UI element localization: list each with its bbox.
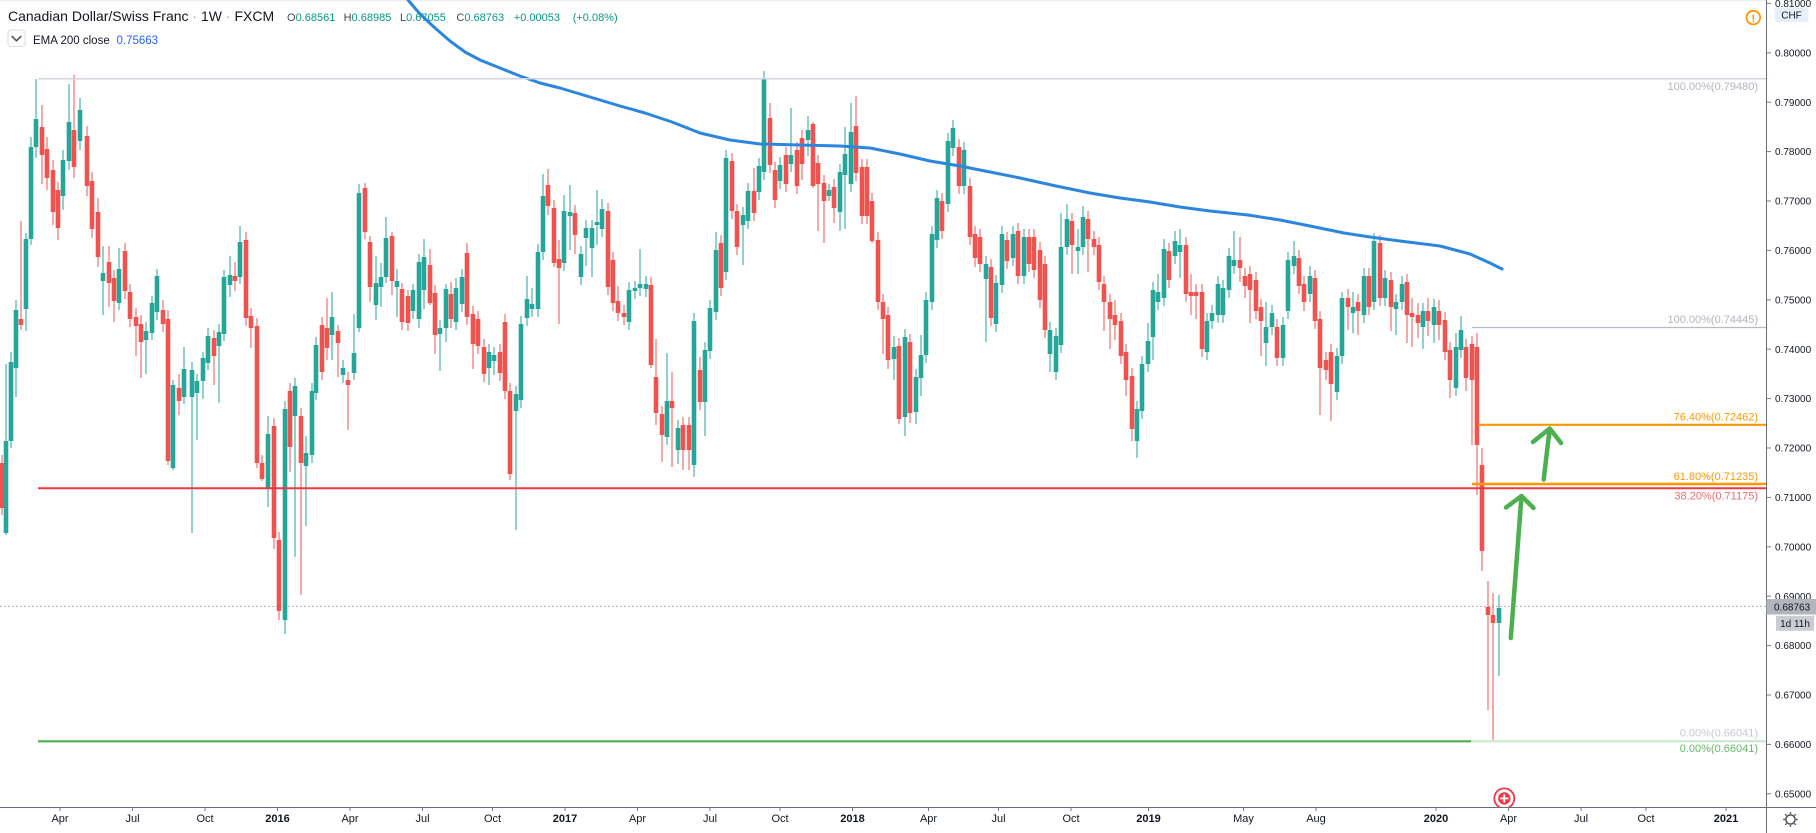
svg-text:0.74000: 0.74000	[1775, 345, 1812, 356]
svg-text:0.79000: 0.79000	[1775, 98, 1812, 109]
svg-text:2020: 2020	[1424, 813, 1448, 825]
svg-text:0.68000: 0.68000	[1775, 641, 1812, 652]
svg-text:0.75000: 0.75000	[1775, 295, 1812, 306]
svg-text:2019: 2019	[1136, 813, 1160, 825]
svg-text:Apr: Apr	[51, 813, 68, 825]
svg-text:0.68763: 0.68763	[1774, 603, 1811, 614]
svg-text:0.70000: 0.70000	[1775, 542, 1812, 553]
svg-text:2017: 2017	[553, 813, 577, 825]
svg-text:2016: 2016	[265, 813, 289, 825]
svg-text:Oct: Oct	[1637, 813, 1654, 825]
svg-text:0.76000: 0.76000	[1775, 246, 1812, 257]
svg-text:Jul: Jul	[125, 813, 139, 825]
svg-text:!: !	[1751, 13, 1755, 25]
svg-text:2018: 2018	[840, 813, 864, 825]
svg-text:Oct: Oct	[1062, 813, 1079, 825]
svg-text:0.75663: 0.75663	[117, 35, 159, 47]
svg-text:0.69000: 0.69000	[1775, 592, 1812, 603]
svg-text:Jul: Jul	[703, 813, 717, 825]
svg-text:Canadian Dollar/Swiss Franc ·: Canadian Dollar/Swiss Franc · 1W · FXCM	[8, 8, 274, 24]
svg-text:Apr: Apr	[1500, 813, 1517, 825]
svg-text:0.78000: 0.78000	[1775, 147, 1812, 158]
svg-text:Jul: Jul	[991, 813, 1005, 825]
svg-text:0.65000: 0.65000	[1775, 789, 1812, 800]
svg-text:100.00%(0.79480): 100.00%(0.79480)	[1667, 81, 1758, 93]
svg-text:0.73000: 0.73000	[1775, 394, 1812, 405]
svg-text:Apr: Apr	[629, 813, 646, 825]
svg-text:0.00%(0.66041): 0.00%(0.66041)	[1680, 743, 1758, 755]
svg-text:Apr: Apr	[341, 813, 358, 825]
svg-text:0.66000: 0.66000	[1775, 740, 1812, 751]
svg-text:CHF: CHF	[1781, 11, 1802, 22]
svg-text:0.81000: 0.81000	[1775, 0, 1812, 10]
svg-text:0.71000: 0.71000	[1775, 493, 1812, 504]
svg-text:38.20%(0.71175): 38.20%(0.71175)	[1674, 491, 1758, 503]
svg-text:Apr: Apr	[920, 813, 937, 825]
svg-text:76.40%(0.72462): 76.40%(0.72462)	[1674, 412, 1758, 424]
svg-text:Jul: Jul	[1574, 813, 1588, 825]
svg-text:Oct: Oct	[484, 813, 501, 825]
svg-text:0.67000: 0.67000	[1775, 691, 1812, 702]
svg-text:Aug: Aug	[1306, 813, 1326, 825]
svg-text:0.80000: 0.80000	[1775, 48, 1812, 59]
svg-text:1d 11h: 1d 11h	[1780, 619, 1810, 630]
svg-text:Oct: Oct	[196, 813, 213, 825]
svg-text:0.77000: 0.77000	[1775, 197, 1812, 208]
svg-text:2021: 2021	[1714, 813, 1738, 825]
svg-text:EMA 200 close: EMA 200 close	[33, 35, 110, 47]
svg-text:100.00%(0.74445): 100.00%(0.74445)	[1667, 314, 1758, 326]
svg-text:Jul: Jul	[415, 813, 429, 825]
svg-text:61.80%(0.71235): 61.80%(0.71235)	[1674, 471, 1758, 483]
svg-text:Oct: Oct	[771, 813, 788, 825]
svg-text:0.72000: 0.72000	[1775, 444, 1812, 455]
svg-text:0.00%(0.66041): 0.00%(0.66041)	[1680, 728, 1758, 740]
svg-text:May: May	[1233, 813, 1254, 825]
